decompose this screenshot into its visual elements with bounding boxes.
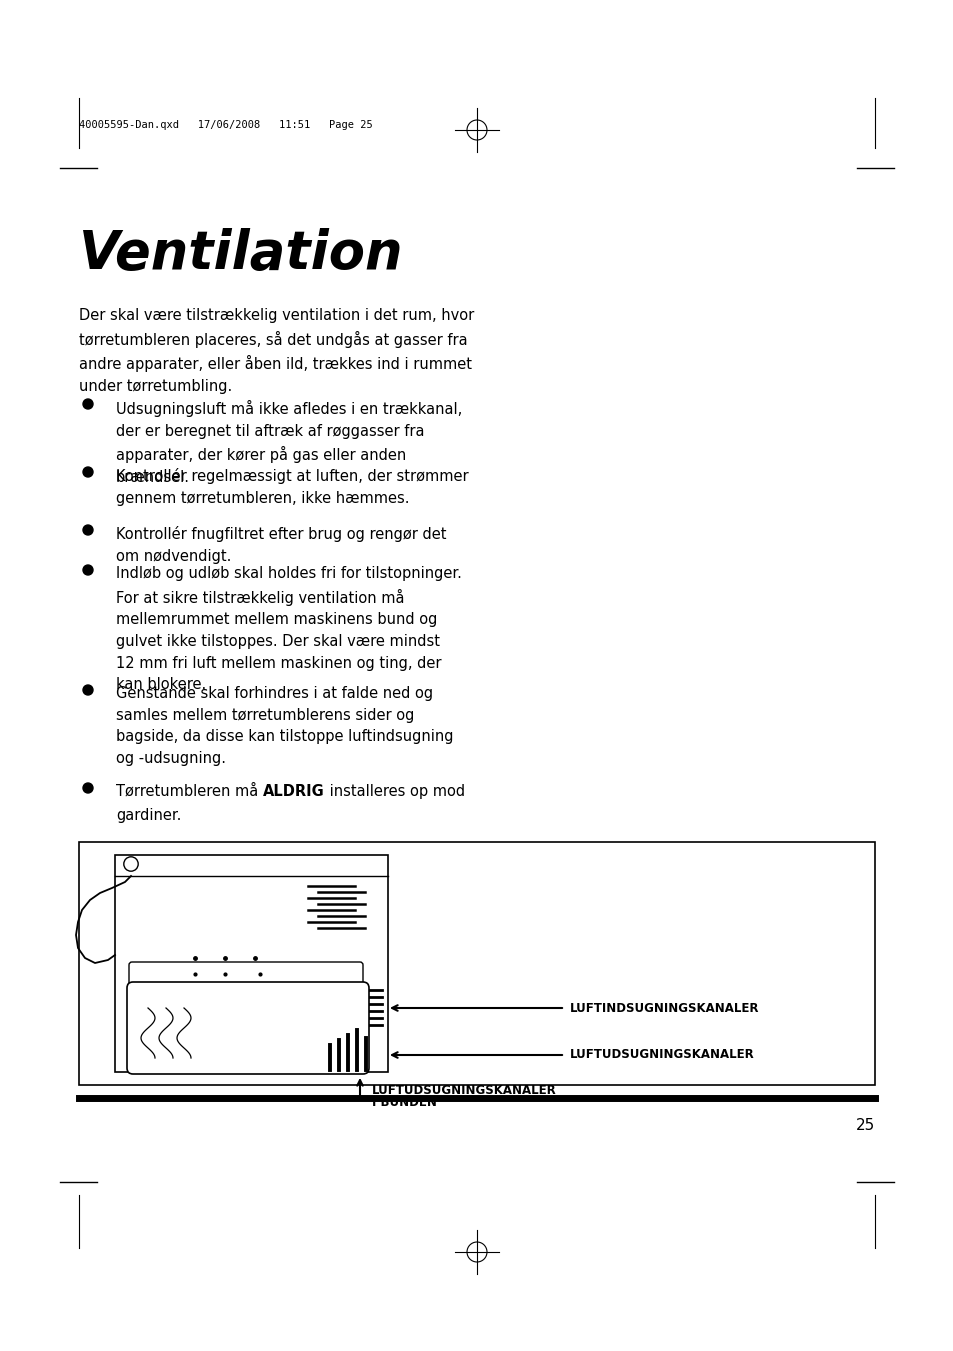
Text: LUFTINDSUGNINGSKANALER: LUFTINDSUGNINGSKANALER xyxy=(569,1001,759,1015)
Text: Kontrollér fnugfiltret efter brug og rengør det
om nødvendigt.: Kontrollér fnugfiltret efter brug og ren… xyxy=(116,526,446,563)
Circle shape xyxy=(83,467,92,477)
Text: Der skal være tilstrækkelig ventilation i det rum, hvor
tørretumbleren placeres,: Der skal være tilstrækkelig ventilation … xyxy=(79,308,474,394)
Text: Ventilation: Ventilation xyxy=(79,228,403,280)
Bar xyxy=(115,855,388,1071)
Circle shape xyxy=(83,565,92,576)
Circle shape xyxy=(83,526,92,535)
Text: ALDRIG: ALDRIG xyxy=(263,784,324,798)
Text: LUFTUDSUGNINGSKANALER: LUFTUDSUGNINGSKANALER xyxy=(569,1048,754,1062)
Text: 40005595-Dan.qxd   17/06/2008   11:51   Page 25: 40005595-Dan.qxd 17/06/2008 11:51 Page 2… xyxy=(79,120,373,130)
Circle shape xyxy=(83,784,92,793)
FancyBboxPatch shape xyxy=(129,962,363,986)
Text: 25: 25 xyxy=(855,1119,874,1133)
Circle shape xyxy=(83,399,92,409)
Circle shape xyxy=(83,685,92,694)
FancyBboxPatch shape xyxy=(127,982,369,1074)
Text: Indløb og udløb skal holdes fri for tilstopninger.
For at sikre tilstrækkelig ve: Indløb og udløb skal holdes fri for tils… xyxy=(116,566,461,692)
Text: Tørretumbleren må: Tørretumbleren må xyxy=(116,784,263,798)
Text: Genstande skal forhindres i at falde ned og
samles mellem tørretumblerens sider : Genstande skal forhindres i at falde ned… xyxy=(116,686,453,766)
Text: Kontrollér regelmæssigt at luften, der strømmer
gennem tørretumbleren, ikke hæmm: Kontrollér regelmæssigt at luften, der s… xyxy=(116,467,468,505)
Bar xyxy=(79,842,874,1085)
Text: LUFTUDSUGNINGSKANALER: LUFTUDSUGNINGSKANALER xyxy=(372,1084,557,1097)
Text: I BUNDEN: I BUNDEN xyxy=(372,1097,436,1109)
Text: Udsugningsluft må ikke afledes i en trækkanal,
der er beregnet til aftræk af røg: Udsugningsluft må ikke afledes i en træk… xyxy=(116,400,462,485)
Text: gardiner.: gardiner. xyxy=(116,808,181,823)
Text: installeres op mod: installeres op mod xyxy=(324,784,464,798)
